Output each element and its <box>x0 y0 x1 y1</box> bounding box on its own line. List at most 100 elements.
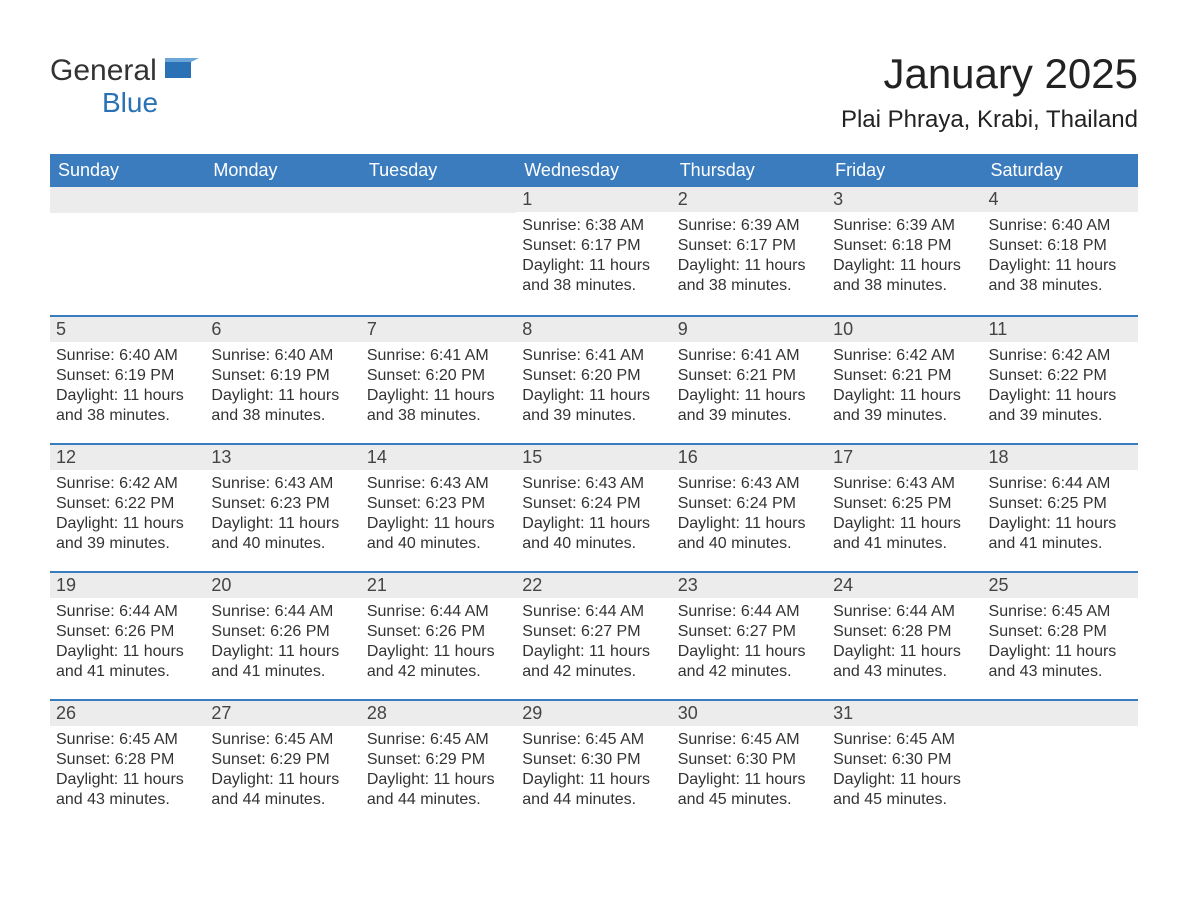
day-data: Sunrise: 6:42 AMSunset: 6:22 PMDaylight:… <box>983 342 1138 430</box>
calendar-day-cell: 20Sunrise: 6:44 AMSunset: 6:26 PMDayligh… <box>205 571 360 699</box>
day-number-bar <box>50 187 205 213</box>
calendar-empty-cell <box>50 187 205 315</box>
daylight-line: Daylight: 11 hours and 38 minutes. <box>678 256 821 296</box>
day-number-bar <box>205 187 360 213</box>
day-number: 26 <box>50 699 205 726</box>
day-data: Sunrise: 6:45 AMSunset: 6:29 PMDaylight:… <box>205 726 360 814</box>
sunset-line: Sunset: 6:18 PM <box>989 236 1132 256</box>
sunset-line: Sunset: 6:26 PM <box>367 622 510 642</box>
calendar-day-cell: 4Sunrise: 6:40 AMSunset: 6:18 PMDaylight… <box>983 187 1138 315</box>
calendar-empty-cell <box>205 187 360 315</box>
calendar-day-cell: 26Sunrise: 6:45 AMSunset: 6:28 PMDayligh… <box>50 699 205 827</box>
day-number-bar <box>361 187 516 213</box>
day-data: Sunrise: 6:43 AMSunset: 6:23 PMDaylight:… <box>205 470 360 558</box>
weekday-header: Saturday <box>983 154 1138 187</box>
day-number: 17 <box>827 443 982 470</box>
day-data: Sunrise: 6:42 AMSunset: 6:22 PMDaylight:… <box>50 470 205 558</box>
weekday-header: Sunday <box>50 154 205 187</box>
sunset-line: Sunset: 6:29 PM <box>211 750 354 770</box>
day-number: 15 <box>516 443 671 470</box>
daylight-line: Daylight: 11 hours and 39 minutes. <box>989 386 1132 426</box>
sunset-line: Sunset: 6:27 PM <box>678 622 821 642</box>
daylight-line: Daylight: 11 hours and 40 minutes. <box>678 514 821 554</box>
day-number: 14 <box>361 443 516 470</box>
daylight-line: Daylight: 11 hours and 38 minutes. <box>522 256 665 296</box>
sunrise-line: Sunrise: 6:45 AM <box>56 730 199 750</box>
flag-icon <box>165 58 199 85</box>
day-number: 12 <box>50 443 205 470</box>
day-number: 8 <box>516 315 671 342</box>
weekday-header: Monday <box>205 154 360 187</box>
sunset-line: Sunset: 6:26 PM <box>56 622 199 642</box>
day-data: Sunrise: 6:44 AMSunset: 6:26 PMDaylight:… <box>50 598 205 686</box>
sunrise-line: Sunrise: 6:44 AM <box>678 602 821 622</box>
day-data: Sunrise: 6:41 AMSunset: 6:20 PMDaylight:… <box>361 342 516 430</box>
calendar-day-cell: 29Sunrise: 6:45 AMSunset: 6:30 PMDayligh… <box>516 699 671 827</box>
calendar-day-cell: 6Sunrise: 6:40 AMSunset: 6:19 PMDaylight… <box>205 315 360 443</box>
sunset-line: Sunset: 6:25 PM <box>833 494 976 514</box>
calendar-empty-cell <box>361 187 516 315</box>
sunrise-line: Sunrise: 6:43 AM <box>833 474 976 494</box>
daylight-line: Daylight: 11 hours and 42 minutes. <box>678 642 821 682</box>
day-number: 25 <box>983 571 1138 598</box>
day-number: 18 <box>983 443 1138 470</box>
sunset-line: Sunset: 6:21 PM <box>833 366 976 386</box>
daylight-line: Daylight: 11 hours and 41 minutes. <box>833 514 976 554</box>
daylight-line: Daylight: 11 hours and 40 minutes. <box>211 514 354 554</box>
daylight-line: Daylight: 11 hours and 43 minutes. <box>989 642 1132 682</box>
sunset-line: Sunset: 6:24 PM <box>522 494 665 514</box>
calendar-day-cell: 24Sunrise: 6:44 AMSunset: 6:28 PMDayligh… <box>827 571 982 699</box>
sunset-line: Sunset: 6:27 PM <box>522 622 665 642</box>
day-number: 22 <box>516 571 671 598</box>
calendar-week-row: 5Sunrise: 6:40 AMSunset: 6:19 PMDaylight… <box>50 315 1138 443</box>
day-number: 9 <box>672 315 827 342</box>
sunset-line: Sunset: 6:17 PM <box>522 236 665 256</box>
day-data: Sunrise: 6:43 AMSunset: 6:25 PMDaylight:… <box>827 470 982 558</box>
sunrise-line: Sunrise: 6:42 AM <box>989 346 1132 366</box>
header: General Blue January 2025 Plai Phraya, K… <box>50 50 1138 148</box>
day-number: 6 <box>205 315 360 342</box>
day-number: 10 <box>827 315 982 342</box>
calendar-day-cell: 7Sunrise: 6:41 AMSunset: 6:20 PMDaylight… <box>361 315 516 443</box>
calendar-day-cell: 3Sunrise: 6:39 AMSunset: 6:18 PMDaylight… <box>827 187 982 315</box>
calendar-day-cell: 5Sunrise: 6:40 AMSunset: 6:19 PMDaylight… <box>50 315 205 443</box>
calendar-day-cell: 11Sunrise: 6:42 AMSunset: 6:22 PMDayligh… <box>983 315 1138 443</box>
daylight-line: Daylight: 11 hours and 43 minutes. <box>56 770 199 810</box>
calendar-day-cell: 23Sunrise: 6:44 AMSunset: 6:27 PMDayligh… <box>672 571 827 699</box>
daylight-line: Daylight: 11 hours and 42 minutes. <box>367 642 510 682</box>
calendar-day-cell: 18Sunrise: 6:44 AMSunset: 6:25 PMDayligh… <box>983 443 1138 571</box>
sunrise-line: Sunrise: 6:45 AM <box>833 730 976 750</box>
day-data: Sunrise: 6:40 AMSunset: 6:19 PMDaylight:… <box>50 342 205 430</box>
daylight-line: Daylight: 11 hours and 40 minutes. <box>522 514 665 554</box>
sunset-line: Sunset: 6:26 PM <box>211 622 354 642</box>
sunrise-line: Sunrise: 6:43 AM <box>522 474 665 494</box>
sunset-line: Sunset: 6:20 PM <box>367 366 510 386</box>
sunrise-line: Sunrise: 6:38 AM <box>522 216 665 236</box>
day-data: Sunrise: 6:40 AMSunset: 6:19 PMDaylight:… <box>205 342 360 430</box>
weekday-header-row: SundayMondayTuesdayWednesdayThursdayFrid… <box>50 154 1138 187</box>
calendar-day-cell: 10Sunrise: 6:42 AMSunset: 6:21 PMDayligh… <box>827 315 982 443</box>
daylight-line: Daylight: 11 hours and 39 minutes. <box>522 386 665 426</box>
calendar-week-row: 12Sunrise: 6:42 AMSunset: 6:22 PMDayligh… <box>50 443 1138 571</box>
daylight-line: Daylight: 11 hours and 42 minutes. <box>522 642 665 682</box>
daylight-line: Daylight: 11 hours and 38 minutes. <box>211 386 354 426</box>
daylight-line: Daylight: 11 hours and 44 minutes. <box>367 770 510 810</box>
sunset-line: Sunset: 6:23 PM <box>367 494 510 514</box>
brand-word1: General <box>50 54 157 87</box>
day-number: 4 <box>983 187 1138 212</box>
calendar-day-cell: 31Sunrise: 6:45 AMSunset: 6:30 PMDayligh… <box>827 699 982 827</box>
sunrise-line: Sunrise: 6:44 AM <box>833 602 976 622</box>
calendar-day-cell: 19Sunrise: 6:44 AMSunset: 6:26 PMDayligh… <box>50 571 205 699</box>
sunrise-line: Sunrise: 6:44 AM <box>367 602 510 622</box>
daylight-line: Daylight: 11 hours and 41 minutes. <box>989 514 1132 554</box>
weekday-header: Tuesday <box>361 154 516 187</box>
weekday-header: Friday <box>827 154 982 187</box>
day-data: Sunrise: 6:39 AMSunset: 6:17 PMDaylight:… <box>672 212 827 300</box>
calendar-day-cell: 16Sunrise: 6:43 AMSunset: 6:24 PMDayligh… <box>672 443 827 571</box>
weekday-header: Wednesday <box>516 154 671 187</box>
calendar-day-cell: 2Sunrise: 6:39 AMSunset: 6:17 PMDaylight… <box>672 187 827 315</box>
daylight-line: Daylight: 11 hours and 38 minutes. <box>367 386 510 426</box>
day-number: 30 <box>672 699 827 726</box>
day-number-bar <box>983 699 1138 726</box>
day-number: 28 <box>361 699 516 726</box>
